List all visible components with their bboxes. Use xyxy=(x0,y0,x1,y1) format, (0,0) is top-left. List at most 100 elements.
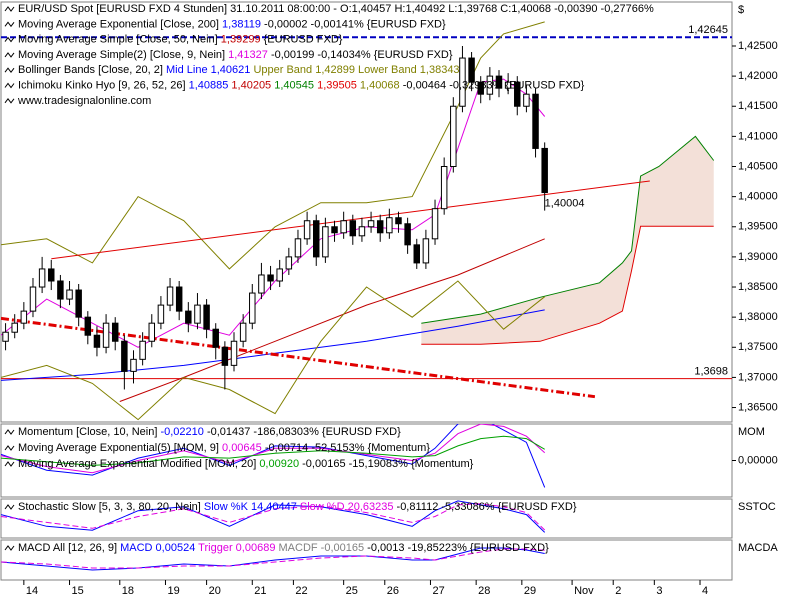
y-tick-label: 1,42000 xyxy=(738,70,778,82)
indicator-legend: Moving Average Exponential Modified [MOM… xyxy=(18,458,474,470)
candle-body xyxy=(258,274,265,294)
legend-text: Upper Band 1,42899 Lower Band 1,38343 xyxy=(250,64,459,76)
cloud-span-a xyxy=(421,135,715,324)
candle-body xyxy=(75,289,82,318)
legend-text: EUR/USD Spot [EURUSD FXD 4 Stunden] 31.1… xyxy=(18,3,654,15)
indicator-line xyxy=(1,435,545,466)
candle-body xyxy=(102,322,110,348)
legend-icon xyxy=(4,97,15,104)
x-tick-label: 22 xyxy=(295,585,307,597)
x-tick-label: 15 xyxy=(72,585,84,597)
legend-text: Moving Average Simple [Close, 50, Nein] xyxy=(18,34,221,46)
candle-body xyxy=(450,105,457,168)
legend-icon xyxy=(4,445,15,451)
candle-body xyxy=(57,280,64,300)
x-tick-label: 20 xyxy=(209,585,221,597)
candle-body xyxy=(2,331,9,342)
legend-icon xyxy=(4,504,15,510)
legend-text: Moving Average Exponential(5) [MOM, 9] xyxy=(18,442,222,454)
x-tick-label: 3 xyxy=(656,585,662,597)
candle-body xyxy=(376,220,384,234)
indicator-line xyxy=(1,280,546,421)
candle-body xyxy=(148,322,156,342)
indicator-legend: Ichimoku Kinko Hyo [9, 26, 52, 26] 1,408… xyxy=(18,79,585,91)
candle-body xyxy=(93,334,101,348)
y-tick-label: 1,40500 xyxy=(738,160,778,172)
legend-text: 1,39505 xyxy=(314,79,357,91)
y-tick-label: 1,38500 xyxy=(738,281,778,293)
indicator-legend: EUR/USD Spot [EURUSD FXD 4 Stunden] 31.1… xyxy=(18,3,654,15)
indicator-line xyxy=(1,547,545,571)
legend-text: 1,40885 xyxy=(189,79,229,91)
x-tick-label: Nov xyxy=(574,585,594,597)
indicator-line xyxy=(1,316,596,399)
candle-body xyxy=(267,274,274,282)
indicator-line xyxy=(51,180,650,260)
indicator-line xyxy=(1,21,545,270)
legend-text: Stochastic Slow [5, 3, 3, 80, 20, Nein] xyxy=(18,501,204,513)
candle-body xyxy=(413,244,420,264)
indicator-legend: Momentum [Close, 10, Nein] -0,02210 -0,0… xyxy=(18,426,401,438)
legend-text: 1,38119 xyxy=(222,18,261,30)
candle-body xyxy=(340,220,347,234)
legend-text: Bollinger Bands [Close, 20, 2] xyxy=(18,64,166,76)
legend-text: -0,0013 -19,85223% {EURUSD FXD} xyxy=(364,542,549,554)
legend-icon xyxy=(4,6,15,12)
legend-icon xyxy=(4,21,15,28)
panel-label: $ xyxy=(738,4,744,16)
ichimoku-cloud xyxy=(421,136,714,345)
indicator-legend: www.tradesignalonline.com xyxy=(17,95,151,107)
legend-icon xyxy=(4,36,15,43)
indicator-legend: Moving Average Simple [Close, 50, Nein] … xyxy=(18,34,343,46)
candle-body xyxy=(20,310,28,324)
legend-text: -0,00199 -0,14034% {EURUSD FXD} xyxy=(268,49,453,61)
plot-area xyxy=(1,500,546,533)
candle-body xyxy=(431,208,439,240)
x-tick-label: 19 xyxy=(167,585,179,597)
legend-text: Slow %D 20,63235 xyxy=(297,501,394,513)
candle-body xyxy=(38,268,46,288)
candle-body xyxy=(504,81,512,89)
cloud-span-b xyxy=(421,225,714,345)
candle-body xyxy=(404,223,411,246)
candle-body xyxy=(294,238,302,258)
legend-text: -0,81112 -5,33086% {EURUSD FXD} xyxy=(393,501,576,513)
x-tick-label: 26 xyxy=(387,585,399,597)
candle-body xyxy=(11,322,18,333)
candle-body xyxy=(239,322,247,342)
candle-body xyxy=(541,147,548,194)
candle-body xyxy=(84,316,92,336)
candle-body xyxy=(130,358,137,372)
legend-icon xyxy=(4,461,15,467)
x-tick-label: 14 xyxy=(26,585,38,597)
legend-text: 0,00920 xyxy=(259,458,299,470)
y-tick-label: 1,41000 xyxy=(738,130,778,142)
candle-body xyxy=(29,286,37,312)
legend-text: Ichimoku Kinko Hyo [9, 26, 52, 26] xyxy=(18,79,189,91)
legend-text: Trigger 0,00689 xyxy=(195,542,275,554)
legend-text: -0,00714 -52,5153% {Momentum} xyxy=(262,442,430,454)
y-tick-label: 0,00000 xyxy=(738,454,778,466)
x-tick-label: 21 xyxy=(254,585,266,597)
legend-text: 1,39299 xyxy=(221,34,261,46)
candle-body xyxy=(139,340,146,360)
x-tick-label: 27 xyxy=(432,585,444,597)
panel-label: MOM xyxy=(738,426,765,438)
indicator-line xyxy=(1,548,545,569)
y-tick-label: 1,38000 xyxy=(738,311,778,323)
candle-body xyxy=(459,57,466,107)
candle-body xyxy=(111,322,119,342)
x-tick-label: 4 xyxy=(702,585,708,597)
y-tick-label: 1,36500 xyxy=(738,401,778,413)
y-tick-label: 1,40000 xyxy=(738,191,778,203)
legend-icon xyxy=(4,67,15,74)
candle-body xyxy=(203,304,210,330)
candle-body xyxy=(157,304,165,324)
y-tick-label: 1,37000 xyxy=(738,371,778,383)
y-tick-label: 1,39500 xyxy=(738,221,778,233)
candle-body xyxy=(367,220,375,228)
level-label: 1,3698 xyxy=(694,366,728,378)
candle-body xyxy=(121,340,128,372)
